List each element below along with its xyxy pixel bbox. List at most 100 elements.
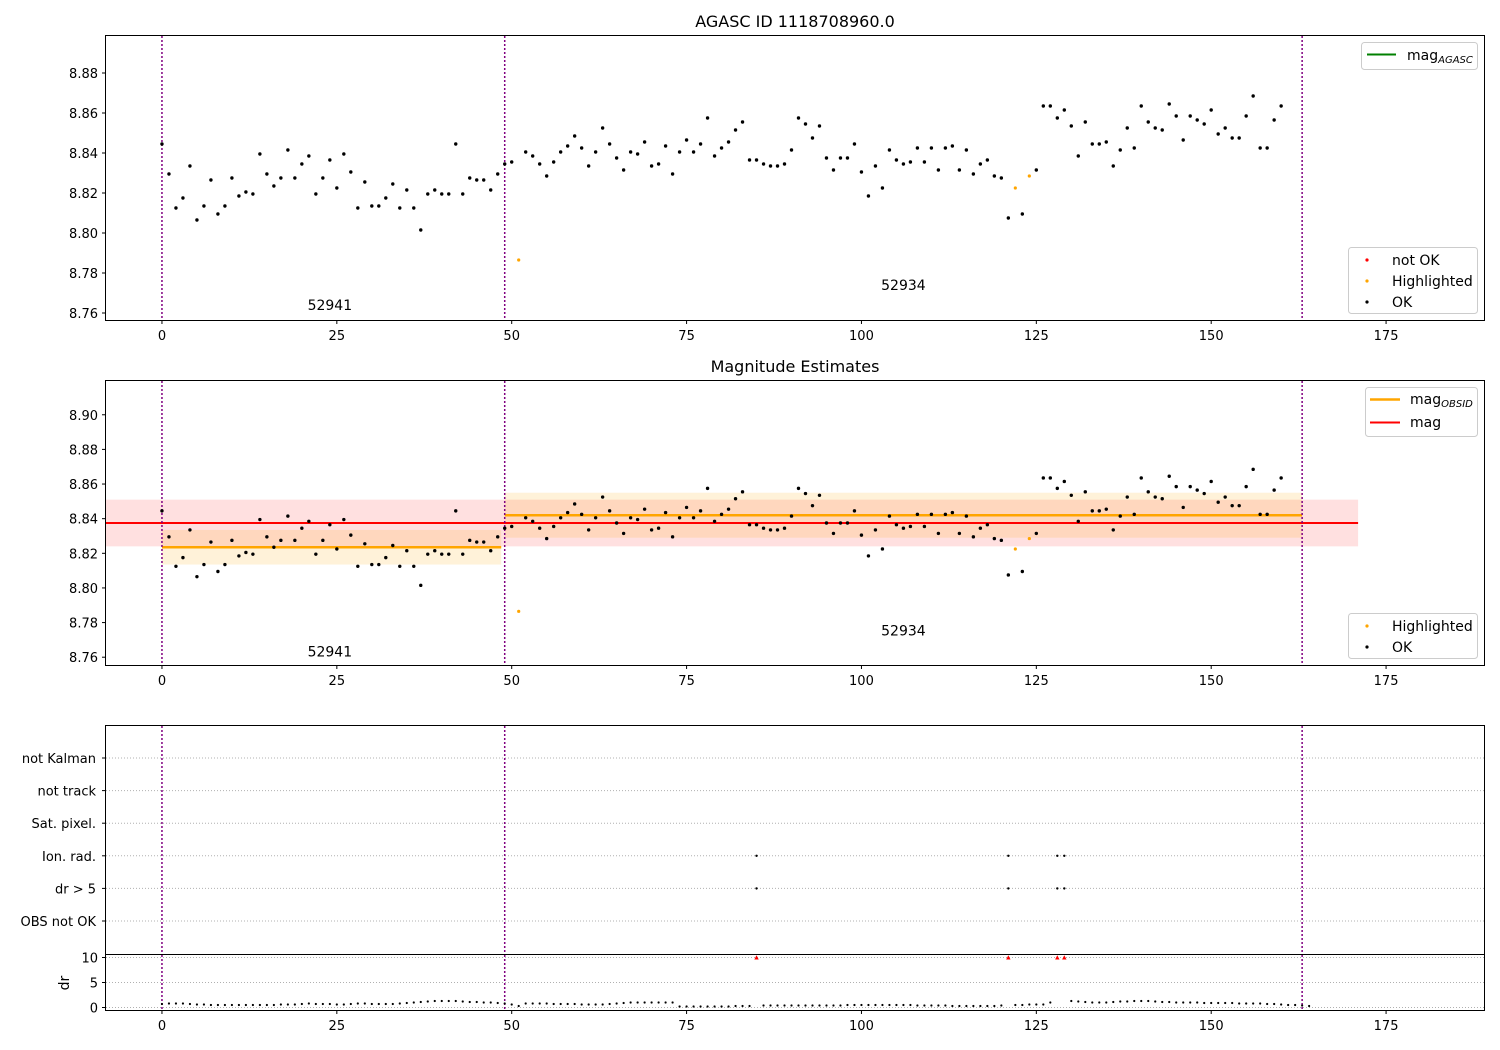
dr-point [720,1005,723,1008]
ok-point [1251,94,1255,98]
dr-point [762,1004,765,1007]
ok-point [384,555,388,560]
ok-point [272,184,276,188]
y-tick-label: 8.82 [69,547,98,562]
dr-point [363,1002,366,1005]
ok-point [1041,104,1046,108]
dr-point [867,1003,870,1007]
dr-point [1224,1001,1227,1005]
ok-point [754,158,759,162]
dr-point [1175,1001,1178,1004]
dr-point [944,1004,947,1007]
dr-axes-frame [105,954,1485,1011]
x-tick-label: 150 [1199,674,1224,689]
ok-point [244,190,248,194]
ok-point [1020,212,1025,216]
flag-row-label: dr > 5 [55,882,96,897]
dr-point [1266,1002,1269,1006]
ok-point [831,168,836,172]
ok-point [719,512,724,517]
y-tick-label: 8.80 [69,582,98,597]
ok-point [649,528,654,532]
ok-point [265,172,269,176]
legend-mag-label: mag [1410,415,1441,431]
dr-point [258,1003,261,1007]
flag-row-label: Sat. pixel. [32,817,96,832]
dr-point [454,999,457,1003]
ok-point [621,168,626,172]
ok-point [964,514,969,518]
ok-point [936,168,941,172]
ok-point [1090,142,1094,146]
ok-point [1069,124,1073,128]
y-tick-label: 8.90 [69,409,98,424]
dr-point [769,1004,772,1007]
x-tick-label: 100 [849,329,874,344]
legend-highlighted-label: Highlighted [1392,619,1473,635]
ok-point [530,154,535,158]
ok-point [551,524,556,529]
dr-point [748,1004,751,1008]
obsid-label: 52934 [881,624,926,640]
ok-point [712,154,717,158]
ok-point [1216,132,1220,136]
dr-clipped-marker [1062,955,1067,960]
ok-point [1020,569,1025,574]
ok-point [873,528,878,532]
dr-clipped-marker [754,955,759,960]
ok-point [1251,467,1255,472]
flag-point [1056,887,1059,890]
ok-point [782,162,787,166]
flag-row-label: OBS not OK [21,915,97,930]
dr-point [909,1003,912,1007]
ok-point [258,517,262,522]
dr-point [678,1005,681,1008]
legend-ok-label: OK [1392,295,1413,311]
dr-point [685,1005,688,1008]
ok-point [789,148,794,152]
ok-point [838,521,843,525]
ok-point [663,510,668,515]
ok-point [1216,500,1220,504]
ok-point [1048,104,1053,108]
ok-point [649,164,654,168]
dr-point [461,1000,464,1003]
ok-point [349,170,353,174]
ok-point [405,549,409,553]
ok-point [286,514,290,518]
ok-point [901,526,906,530]
ok-point [503,162,507,166]
dr-point [804,1004,807,1007]
ok-point [202,204,206,208]
ok-point [761,526,766,530]
ok-point [398,564,402,568]
highlighted-point [1027,174,1031,178]
dr-point [874,1003,877,1007]
ok-point [824,521,829,525]
ok-point [356,564,360,568]
ok-point [754,523,759,527]
ok-point [803,491,808,496]
ok-point [810,136,815,140]
dr-point [622,1001,625,1005]
x-tick-label: 125 [1024,1019,1049,1034]
dr-point [216,1003,220,1007]
ok-point [223,562,227,567]
ok-point [1188,484,1192,489]
ok-point [1223,495,1227,499]
ok-point [1132,512,1136,517]
legend-mag-agasc-label: magAGASC [1407,48,1473,66]
dr-axis-label: dr [57,975,73,990]
ok-point [677,516,682,520]
ok-point [1146,490,1150,494]
dr-point [741,1004,744,1008]
dr-point [496,1001,499,1005]
flag-row-label: not Kalman [22,752,96,767]
ok-point [1265,146,1269,150]
ok-point [496,172,500,176]
dr-point [832,1004,835,1007]
agasc-point-legend: not OK Highlighted OK [1348,247,1478,314]
ok-point [978,162,983,166]
dr-point [1140,999,1143,1003]
ok-point [558,150,563,154]
